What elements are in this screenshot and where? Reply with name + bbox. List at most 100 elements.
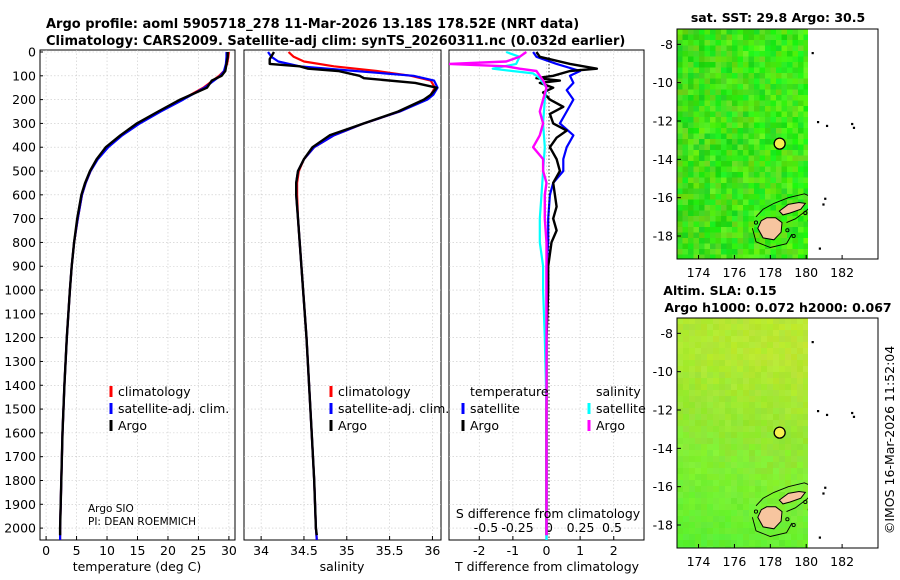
field-cell: [761, 444, 768, 451]
field-cell: [725, 522, 732, 529]
field-cell: [695, 378, 702, 385]
field-cell: [693, 221, 700, 228]
field-cell: [755, 318, 762, 325]
field-cell: [701, 414, 708, 421]
field-cell: [749, 378, 756, 385]
sla-map-subtitle: Argo h1000: 0.072 h2000: 0.067: [664, 300, 891, 315]
field-cell: [683, 474, 690, 481]
field-cell: [743, 384, 750, 391]
field-cell: [785, 348, 792, 355]
field-cell: [695, 414, 702, 421]
field-cell: [732, 177, 738, 184]
field-cell: [761, 534, 768, 541]
field-cell: [682, 188, 689, 195]
field-cell: [704, 111, 711, 118]
field-cell: [693, 199, 700, 206]
field-cell: [701, 372, 708, 379]
field-cell: [725, 378, 732, 385]
field-cell: [701, 468, 708, 475]
field-cell: [787, 62, 793, 68]
field-cell: [704, 232, 711, 239]
field-cell: [748, 106, 755, 112]
field-cell: [779, 324, 786, 331]
field-cell: [798, 254, 804, 259]
field-cell: [693, 122, 700, 129]
field-cell: [683, 396, 690, 403]
field-cell: [725, 456, 732, 463]
field-cell: [779, 528, 786, 535]
field-cell: [785, 432, 792, 439]
field-cell: [755, 498, 762, 505]
field-cell: [776, 133, 782, 140]
field-cell: [707, 426, 714, 433]
field-cell: [732, 84, 738, 90]
field-cell: [785, 396, 792, 403]
field-cell: [767, 402, 774, 409]
field-cell: [748, 40, 755, 46]
field-cell: [749, 324, 756, 331]
field-cell: [755, 486, 762, 493]
field-cell: [749, 432, 756, 439]
field-cell: [725, 348, 732, 355]
field-cell: [779, 342, 786, 349]
field-cell: [710, 249, 716, 255]
field-cell: [791, 480, 798, 487]
field-cell: [748, 216, 755, 222]
field-cell: [767, 408, 774, 415]
field-cell: [803, 155, 808, 162]
field-cell: [761, 336, 768, 343]
field-cell: [765, 183, 771, 189]
field-cell: [715, 150, 722, 156]
field-cell: [689, 348, 696, 355]
field-cell: [707, 456, 714, 463]
field-cell: [755, 378, 762, 385]
field-cell: [755, 384, 762, 391]
field-cell: [791, 474, 798, 481]
field-cell: [701, 444, 708, 451]
field-cell: [779, 480, 786, 487]
field-cell: [776, 194, 782, 200]
field-cell: [713, 426, 720, 433]
field-cell: [732, 133, 738, 140]
field-cell: [761, 402, 768, 409]
field-cell: [682, 238, 689, 244]
field-cell: [710, 106, 716, 112]
field-cell: [701, 384, 708, 391]
field-cell: [803, 177, 808, 184]
field-cell: [743, 432, 750, 439]
field-cell: [781, 199, 788, 206]
field-cell: [798, 95, 804, 101]
field-cell: [803, 486, 808, 493]
field-cell: [770, 67, 777, 74]
sla-map-axes: 174 176 178 180 182-8-10-12-14-16-18: [653, 326, 856, 569]
field-cell: [759, 166, 766, 173]
field-cell: [710, 221, 716, 228]
legend2-climatology-label: climatology: [338, 384, 411, 399]
outlying-island: [811, 52, 814, 55]
field-cell: [677, 510, 684, 517]
field-cell: [725, 324, 732, 331]
field-cell: [701, 462, 708, 469]
field-cell: [773, 498, 780, 505]
field-cell: [797, 498, 804, 505]
field-cell: [688, 243, 694, 250]
field-cell: [737, 144, 744, 151]
field-cell: [759, 161, 766, 167]
field-cell: [749, 498, 756, 505]
field-cell: [798, 172, 804, 178]
field-cell: [710, 73, 716, 79]
field-cell: [743, 444, 750, 451]
field-cell: [759, 111, 766, 118]
field-cell: [776, 254, 782, 259]
field-cell: [719, 528, 726, 535]
field-cell: [765, 106, 771, 112]
field-cell: [776, 29, 782, 35]
field-cell: [719, 432, 726, 439]
field-cell: [699, 161, 705, 167]
field-cell: [719, 486, 726, 493]
field-cell: [682, 150, 689, 156]
field-cell: [683, 372, 690, 379]
field-cell: [710, 111, 716, 118]
field-cell: [695, 402, 702, 409]
field-cell: [713, 360, 720, 367]
